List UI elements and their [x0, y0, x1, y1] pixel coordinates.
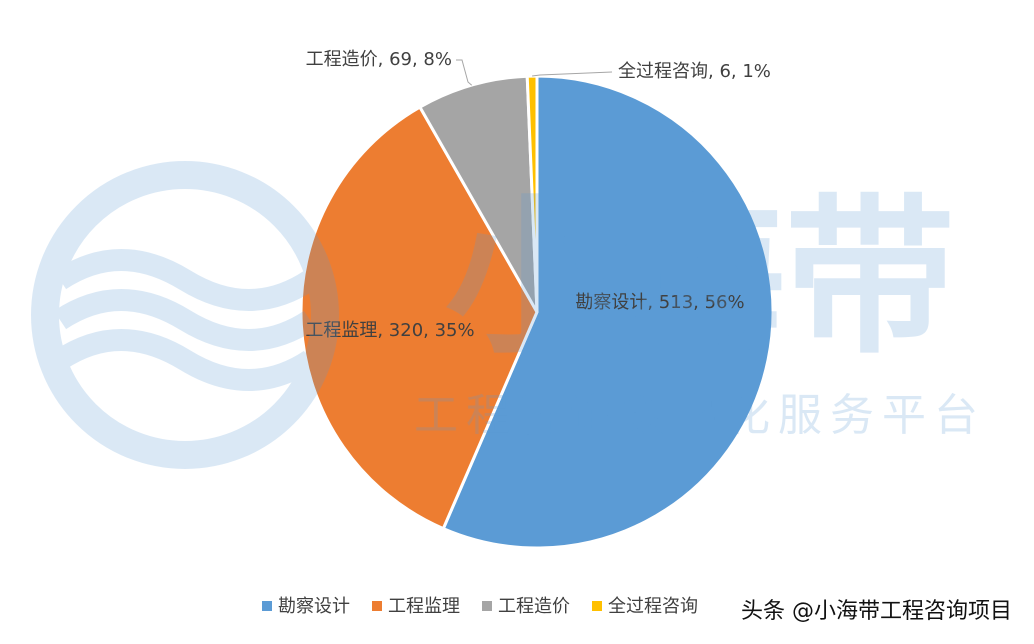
watermark-wave [53, 329, 317, 391]
watermark-wave [53, 289, 317, 351]
leader-line [456, 59, 473, 86]
pie-slice [525, 74, 539, 313]
legend-swatch [372, 601, 382, 611]
legend-label: 勘察设计 [278, 596, 350, 617]
legend-swatch [592, 601, 602, 611]
watermark-slogan: 工程咨询数字化服务平台 [414, 390, 986, 441]
watermark-logo: 小海带 [445, 179, 955, 377]
legend-label: 全过程咨询 [608, 596, 698, 617]
data-label: 工程监理, 320, 35% [305, 320, 475, 341]
legend-label: 工程造价 [498, 596, 570, 617]
pie-slice [299, 105, 539, 531]
watermark-logo-ring [31, 161, 339, 469]
data-label: 全过程咨询, 6, 1% [618, 61, 771, 82]
pie-slice [441, 74, 775, 550]
legend-label: 工程监理 [388, 596, 460, 617]
data-label: 工程造价, 69, 8% [306, 49, 452, 70]
data-label-text: 工程监理, 320, 35% [305, 320, 475, 341]
legend-swatch [262, 601, 272, 611]
legend-swatch [482, 601, 492, 611]
data-label-text: 勘察设计, 513, 56% [575, 292, 745, 313]
watermark-wave [53, 249, 317, 311]
leader-line [532, 71, 613, 77]
watermark-source: 头条 @小海带工程咨询项目 [741, 599, 1012, 624]
pie-slice [417, 74, 539, 313]
data-label: 勘察设计, 513, 56% [575, 292, 745, 313]
